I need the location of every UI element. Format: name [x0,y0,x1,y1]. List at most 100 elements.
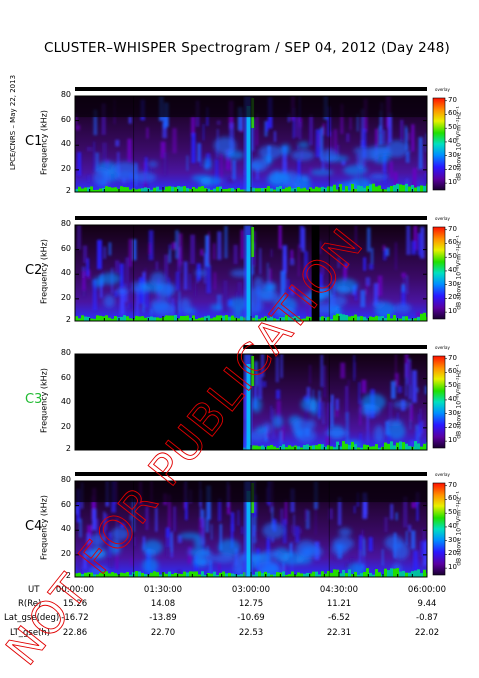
colorbar [432,355,446,449]
colorbar-tick: 30 [448,535,457,544]
y-tick-label: 40 [60,397,71,407]
colorbar-top-label: overlay [435,216,450,221]
x-axis-value: -16.72 [61,613,89,623]
y-axis-label: Frequency (kHz) [39,495,49,560]
colorbar-tick: 70 [448,95,457,104]
colorbar-tick: 40 [448,136,457,145]
chart-title: CLUSTER–WHISPER Spectrogram / SEP 04, 20… [44,40,450,56]
colorbar-tick: 60 [448,367,457,376]
x-axis-value: 15.26 [62,599,88,609]
axis-row-label: R(Re) [18,599,42,609]
y-tick-label: 80 [60,475,71,484]
x-axis-value: 01:30:00 [143,585,183,595]
colorbar-title: dB above 10⁻⁸V²m⁻²Hz⁻¹ [455,106,463,181]
x-axis-value: 03:00:00 [231,585,271,595]
colorbar-tick: 70 [448,480,457,489]
y-tick-label: 60 [60,372,71,382]
colorbar-title: dB above 10⁻⁸V²m⁻²Hz⁻¹ [455,491,463,566]
axis-row-label: LT_gse(h) [10,628,51,638]
x-axis-value: 12.75 [238,599,264,609]
x-axis-value: -13.89 [149,613,177,623]
colorbar-title: dB above 10⁻⁸V²m⁻²Hz⁻¹ [455,364,463,439]
y-tick-label: 40 [60,524,71,534]
colorbar-tick: 20 [448,293,457,302]
colorbar-tick: 20 [448,549,457,558]
colorbar-tick: 30 [448,150,457,159]
x-axis-value: 22.70 [150,628,176,638]
y-tick-label: 80 [60,348,71,357]
data-gap [75,354,244,450]
satellite-label-c4: C4 [25,519,43,534]
colorbar-top-label: overlay [435,87,450,92]
panel-c2 [74,216,447,322]
satellite-label-c1: C1 [25,134,43,149]
y-tick-label: 60 [60,499,71,509]
coverage-bar [75,472,427,476]
x-axis-value: 22.86 [62,628,88,638]
y-tick-label: 20 [60,163,71,173]
x-axis-value: -10.69 [237,613,265,623]
colorbar-tick: 50 [448,381,457,390]
colorbar-tick: 60 [448,109,457,118]
colorbar-tick: 50 [448,508,457,517]
x-axis-value: 00:00:00 [55,585,95,595]
colorbar-tick: 10 [448,178,457,187]
x-axis-value: 04:30:00 [319,585,359,595]
colorbar-tick: 60 [448,494,457,503]
y-tick-label: 2 [65,444,71,453]
satellite-label-c2: C2 [25,263,43,278]
colorbar-tick: 10 [448,436,457,445]
y-tick-label: 20 [60,421,71,431]
x-axis-value: 22.53 [238,628,264,638]
y-axis-label: Frequency (kHz) [39,110,49,175]
colorbar-tick: 40 [448,265,457,274]
y-tick-label: 80 [60,90,71,99]
y-tick-label: 2 [65,315,71,324]
coverage-bar [243,345,427,349]
y-tick-label: 20 [60,292,71,302]
x-axis-value: 22.02 [414,628,440,638]
colorbar [432,226,446,320]
colorbar-tick: 10 [448,563,457,572]
y-tick-label: 60 [60,114,71,124]
x-axis-value: 14.08 [150,599,176,609]
colorbar-tick: 20 [448,164,457,173]
x-axis-value: 22.31 [326,628,352,638]
y-axis-label: Frequency (kHz) [39,239,49,304]
y-tick-label: 80 [60,219,71,228]
colorbar-top-label: overlay [435,345,450,350]
panel-c3 [74,345,447,451]
y-tick-label: 40 [60,139,71,149]
x-axis-value: 11.21 [326,599,352,609]
data-gap [311,225,320,321]
axis-row-label: Lat_gse(deg) [4,613,60,623]
y-tick-label: 2 [65,571,71,580]
colorbar-tick: 70 [448,224,457,233]
panel-c1 [74,87,447,193]
satellite-label-c3: C3 [25,392,43,407]
coverage-bar [75,216,427,220]
x-axis-value: -6.52 [328,613,350,623]
colorbar-tick: 40 [448,394,457,403]
x-axis-value: 9.44 [417,599,437,609]
colorbar-tick: 40 [448,521,457,530]
colorbar-tick: 30 [448,408,457,417]
colorbar-title: dB above 10⁻⁸V²m⁻²Hz⁻¹ [455,235,463,310]
y-axis-label: Frequency (kHz) [39,368,49,433]
x-axis-value: -0.87 [416,613,438,623]
axis-row-label: UT [28,585,40,595]
colorbar-tick: 10 [448,307,457,316]
colorbar [432,97,446,191]
y-tick-label: 60 [60,243,71,253]
panel-c4 [74,472,447,578]
y-tick-label: 40 [60,268,71,278]
y-tick-label: 2 [65,186,71,195]
colorbar-tick: 60 [448,238,457,247]
colorbar-tick: 50 [448,123,457,132]
colorbar-tick: 50 [448,252,457,261]
colorbar-tick: 70 [448,353,457,362]
y-tick-label: 20 [60,548,71,558]
colorbar-tick: 20 [448,422,457,431]
colorbar [432,482,446,576]
